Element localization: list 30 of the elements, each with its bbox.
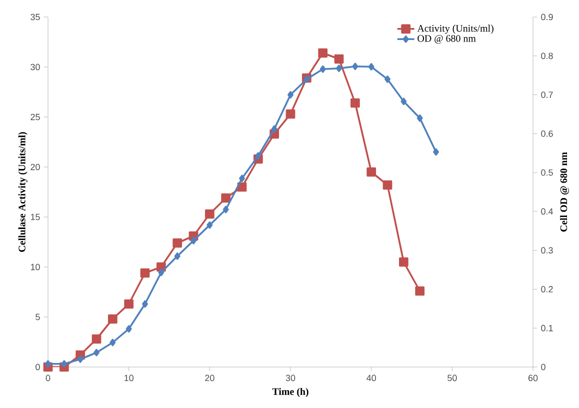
x-tick-label: 20 bbox=[205, 374, 214, 382]
y-axis-title: Cellulase Activity (Units/ml) bbox=[18, 132, 28, 252]
x-tick-label: 60 bbox=[528, 374, 538, 382]
y2-tick-label: 0.2 bbox=[541, 286, 553, 292]
y2-tick-label: 0.4 bbox=[541, 208, 553, 215]
y-tick-label: 15 bbox=[30, 214, 40, 220]
y2-tick-label: 0.7 bbox=[541, 92, 553, 98]
y2-tick-label: 0.5 bbox=[541, 169, 553, 176]
y-tick-label: 5 bbox=[36, 314, 40, 320]
y-tick-label: 30 bbox=[30, 64, 40, 70]
legend-label: Activity (Units/ml) bbox=[417, 24, 494, 34]
y2-tick-label: 0.6 bbox=[541, 130, 553, 137]
x-tick-label: 0 bbox=[46, 374, 50, 382]
y2-axis-title: Cell OD @ 680 nm bbox=[560, 152, 569, 232]
y2-tick-label: 0.8 bbox=[541, 52, 553, 60]
y-tick-label: 10 bbox=[30, 264, 40, 270]
y2-tick-label: 0.3 bbox=[541, 247, 553, 254]
x-axis-title: Time (h) bbox=[272, 388, 308, 397]
x-tick-label: 40 bbox=[366, 374, 376, 382]
y2-tick-label: 0.1 bbox=[541, 324, 553, 332]
y-tick-label: 20 bbox=[30, 164, 40, 170]
y2-tick-label: 0.9 bbox=[541, 14, 553, 20]
y2-tick-label: 0 bbox=[541, 364, 546, 370]
x-tick-label: 30 bbox=[286, 374, 296, 382]
x-tick-label: 50 bbox=[448, 374, 457, 382]
y-tick-label: 0 bbox=[36, 364, 40, 370]
y-tick-label: 25 bbox=[30, 114, 40, 120]
x-tick-label: 10 bbox=[124, 374, 134, 382]
y-tick-label: 35 bbox=[30, 14, 40, 20]
legend-label: OD @ 680 nm bbox=[418, 35, 476, 44]
